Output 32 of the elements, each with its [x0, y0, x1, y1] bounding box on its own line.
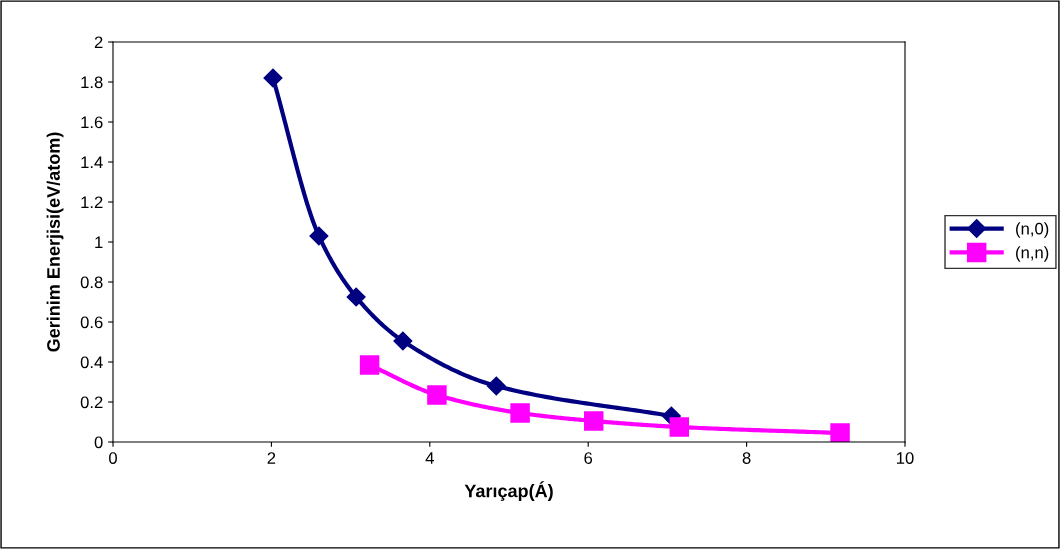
point [393, 331, 413, 351]
y-tick-label: 1.6 [81, 116, 103, 129]
y-tick-label: 1.2 [81, 196, 103, 209]
point [263, 68, 283, 88]
y-tick-label: 0.2 [80, 396, 103, 409]
legend-label: (n,0) [1016, 222, 1049, 238]
y-tick-label: 1.8 [81, 76, 103, 89]
x-tick-label: 2 [267, 452, 276, 464]
y-tick-label: 0.8 [80, 276, 103, 289]
x-tick-label: 10 [897, 452, 914, 464]
point [669, 417, 690, 437]
x-tick-label: 8 [742, 452, 751, 464]
y-axis-title: Gerinim Enerjisi(eV/atom) [46, 132, 64, 352]
point [486, 376, 506, 396]
point [359, 355, 380, 375]
y-tick-label: 1.4 [81, 156, 103, 169]
point [584, 411, 604, 431]
y-tick-label: 2 [94, 36, 103, 49]
y-tick-label: 1 [95, 236, 103, 249]
x-tick-label: 4 [425, 452, 434, 464]
x-tick-label: 0 [109, 452, 117, 464]
x-axis-title: Yarıçap(Á) [464, 481, 553, 501]
point [510, 403, 530, 423]
point [427, 385, 447, 405]
point [346, 287, 366, 307]
point [309, 226, 329, 246]
y-tick-label: 0.6 [80, 316, 103, 329]
point [830, 423, 850, 442]
y-tick-label: 0 [94, 436, 103, 449]
x-tick-label: 6 [584, 452, 593, 464]
y-tick-label: 0.4 [80, 356, 103, 369]
legend-label: (n,n) [1016, 246, 1049, 262]
